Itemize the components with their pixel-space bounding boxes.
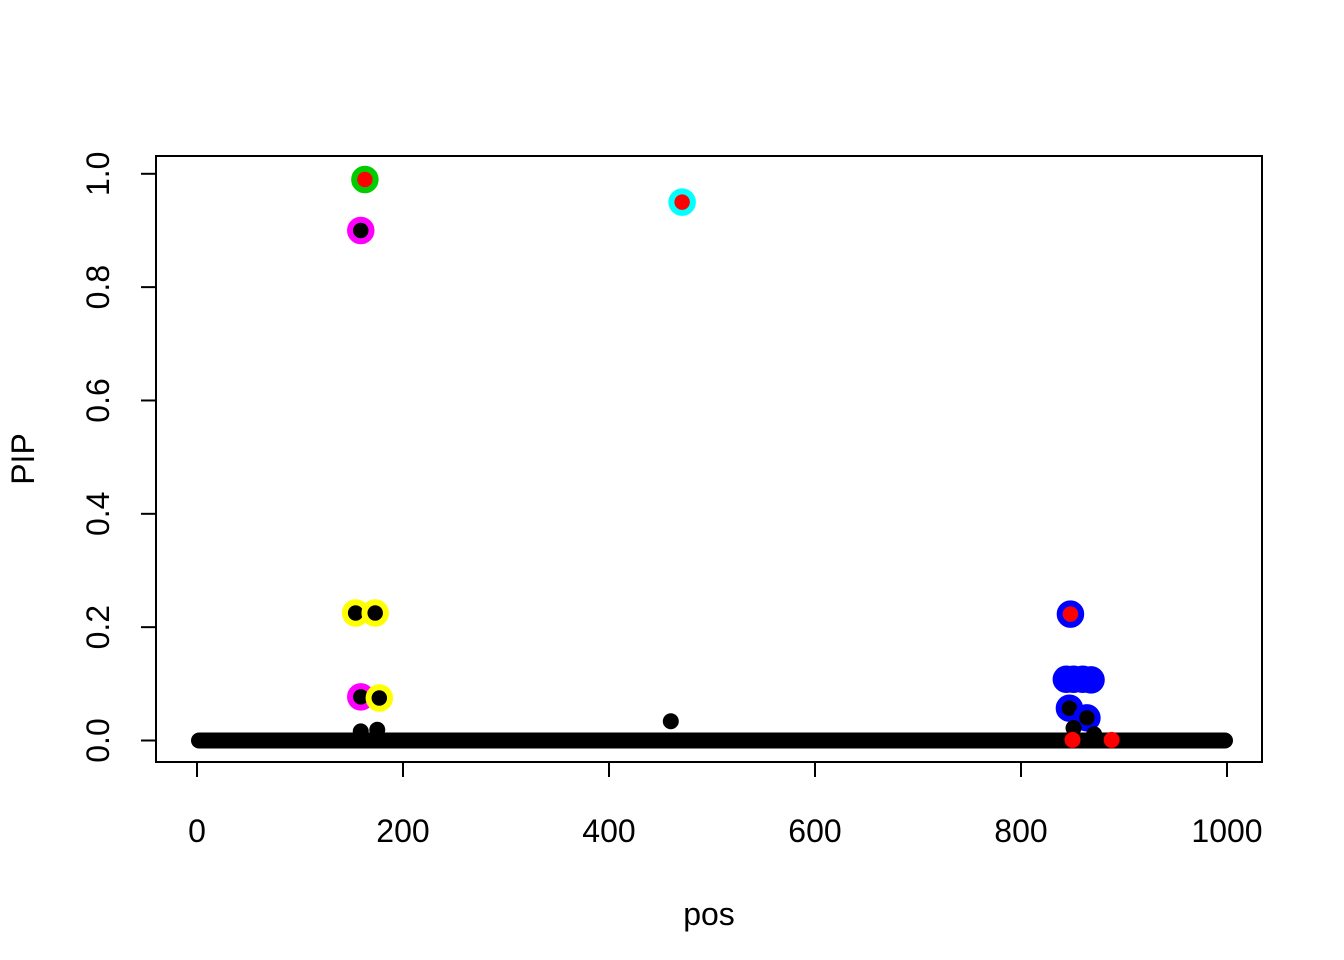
credible-set-ring	[668, 188, 696, 216]
data-point	[1103, 731, 1120, 748]
x-axis-label: pos	[683, 896, 735, 932]
data-point	[674, 194, 691, 211]
plot-box	[155, 155, 1263, 763]
credible-set-ring	[1073, 704, 1101, 732]
y-tick-label: 0.4	[80, 492, 116, 536]
plot-content: 0 200 400 600 800 1000 0.0 0.2 0.4 0.6 0.8 1.0	[80, 152, 1263, 849]
y-tick-label: 0.2	[80, 605, 116, 649]
x-tick-label: 600	[788, 813, 841, 849]
data-point	[352, 222, 369, 239]
data-point	[1078, 709, 1095, 726]
x-tick-label: 800	[994, 813, 1047, 849]
data-point	[1065, 720, 1082, 737]
credible-set-ring	[347, 216, 375, 245]
y-tick-label: 0.0	[80, 718, 116, 762]
data-point	[1064, 731, 1081, 748]
data-point	[662, 713, 679, 730]
data-point	[347, 604, 364, 621]
credible-set-ring	[365, 684, 394, 712]
data-point	[356, 171, 373, 188]
y-axis-label: PIP	[5, 433, 41, 485]
data-point	[1061, 700, 1078, 717]
x-tick-label: 200	[376, 813, 429, 849]
x-tick-label: 1000	[1191, 813, 1262, 849]
data-point	[352, 688, 369, 705]
credible-set-ring	[1077, 666, 1105, 694]
data-point	[1083, 671, 1100, 688]
credible-set-ring	[351, 165, 379, 194]
y-tick-label: 0.8	[80, 265, 116, 309]
data-point	[369, 721, 386, 738]
x-tick-label: 0	[188, 813, 206, 849]
y-tick-label: 1.0	[80, 152, 116, 196]
data-point	[1062, 606, 1079, 623]
credible-set-ring	[361, 599, 389, 627]
data-point	[1086, 726, 1103, 743]
data-point	[367, 604, 384, 621]
x-tick-label: 400	[582, 813, 635, 849]
y-tick-label: 0.6	[80, 378, 116, 422]
data-point	[352, 723, 369, 740]
credible-set-ring	[1056, 600, 1085, 628]
data-point	[371, 689, 388, 706]
